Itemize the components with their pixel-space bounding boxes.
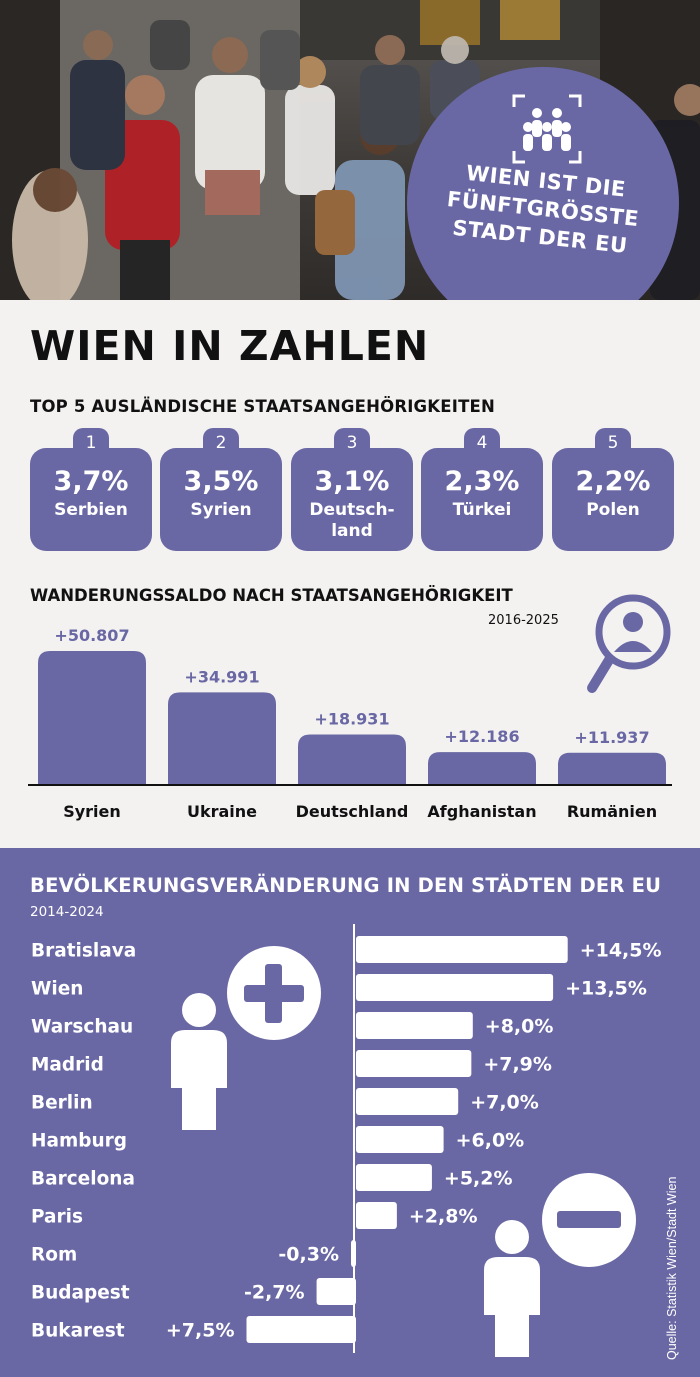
minus-person-icon [484,1173,636,1357]
eu-bar [246,1316,356,1343]
rank-value: 3,5% [183,466,259,497]
rank-value: 3,7% [53,466,129,497]
eu-bar [356,1126,444,1153]
rank-number: 1 [73,428,109,462]
badge-text: WIEN IST DIE FÜNFTGRÖSSTE STADT DER EU [445,160,641,258]
rank-number: 5 [595,428,631,462]
eu-bar [356,1164,432,1191]
eu-value-label: +6,0% [456,1130,525,1152]
rank-number: 4 [464,428,500,462]
rank-label: Syrien [190,500,252,520]
eu-value-label: +7,9% [483,1054,552,1076]
eu-bar [356,936,568,963]
eu-city-label: Warschau [31,1017,133,1038]
eu-value-label: +7,5% [166,1320,235,1342]
rank-card-3: 3 3,1% Deutsch- land [291,428,413,551]
saldo-value-label: +11.937 [574,728,649,747]
eu-chart-title: BEVÖLKERUNGSVERÄNDERUNG IN DEN STÄDTEN D… [30,874,662,897]
eu-city-label: Bukarest [31,1321,125,1342]
rank-label: Serbien [54,500,128,520]
saldo-bar [168,692,276,784]
eu-value-label: +8,0% [485,1016,554,1038]
source-note: Quelle: Statistik Wien/Stadt Wien [665,1176,679,1360]
rank-number: 3 [334,428,370,462]
top5-title: TOP 5 AUSLÄNDISCHE STAATSANGEHÖRIGKEITEN [30,397,496,416]
eu-bar [351,1240,356,1267]
eu-bar [356,1012,473,1039]
saldo-chart-title: WANDERUNGSSALDO NACH STAATSANGEHÖRIGKEIT [30,586,513,605]
eu-city-label: Wien [31,979,83,1000]
saldo-category-label: Ukraine [187,802,257,821]
eu-city-label: Bratislava [31,941,136,962]
saldo-bar [558,752,666,784]
saldo-bar [428,752,536,784]
page-title: WIEN IN ZAHLEN [30,322,430,370]
saldo-category-label: Deutschland [296,802,409,821]
magnifier-person-icon [587,594,671,693]
rank-card-2: 2 3,5% Syrien [160,428,282,551]
eu-cities-section: +14,5% Bratislava +13,5% Wien +8,0% Warschau +… [0,848,700,1377]
rank-number: 2 [203,428,239,462]
saldo-chart-period: 2016-2025 [488,613,559,628]
rank-value: 2,2% [575,466,651,497]
eu-city-label: Rom [31,1245,77,1266]
rank-label: Deutsch- land [309,500,395,541]
eu-bar [356,1088,459,1115]
eu-city-label: Paris [31,1207,83,1228]
eu-bar [356,1202,397,1229]
eu-bar [356,1050,472,1077]
rank-label: Türkei [452,500,512,520]
eu-value-label: +7,0% [470,1092,539,1114]
saldo-bar-chart: +50.807 Syrien +34.991 Ukraine +18.931 Deutsc… [28,594,672,821]
saldo-value-label: +18.931 [314,709,389,728]
eu-city-label: Barcelona [31,1169,135,1190]
plus-person-icon [171,946,321,1130]
eu-value-label: +14,5% [580,940,662,962]
rank-card-5: 5 2,2% Polen [552,428,674,551]
eu-bar [316,1278,356,1305]
eu-value-label: -0,3% [278,1244,339,1266]
eu-value-label: +2,8% [409,1206,478,1228]
eu-value-label: +13,5% [565,978,647,1000]
saldo-category-label: Syrien [63,802,121,821]
eu-city-label: Budapest [31,1283,130,1304]
rank-value: 3,1% [314,466,390,497]
hero-photo: WIEN IST DIE FÜNFTGRÖSSTE STADT DER EU [0,0,700,300]
saldo-category-label: Afghanistan [427,802,536,821]
fact-badge: WIEN IST DIE FÜNFTGRÖSSTE STADT DER EU [407,67,679,300]
saldo-value-label: +50.807 [54,626,129,645]
eu-city-label: Berlin [31,1093,93,1114]
eu-value-label: -2,7% [244,1282,305,1304]
saldo-value-label: +12.186 [444,727,519,746]
eu-chart-period: 2014-2024 [30,904,104,920]
saldo-category-label: Rumänien [567,802,657,821]
eu-city-label: Madrid [31,1055,104,1076]
rank-card-1: 1 3,7% Serbien [30,428,152,551]
group-people-icon [512,94,582,164]
rank-card-4: 4 2,3% Türkei [421,428,543,551]
crowd-photo [0,0,700,300]
eu-bar-chart: +14,5% Bratislava +13,5% Wien +8,0% Warschau +… [31,924,662,1357]
eu-city-label: Hamburg [31,1131,127,1152]
eu-value-label: +5,2% [444,1168,513,1190]
saldo-value-label: +34.991 [184,667,259,686]
rank-label: Polen [586,500,640,520]
rank-value: 2,3% [444,466,520,497]
saldo-bar [38,651,146,784]
saldo-bar [298,734,406,784]
eu-bar [356,974,554,1001]
